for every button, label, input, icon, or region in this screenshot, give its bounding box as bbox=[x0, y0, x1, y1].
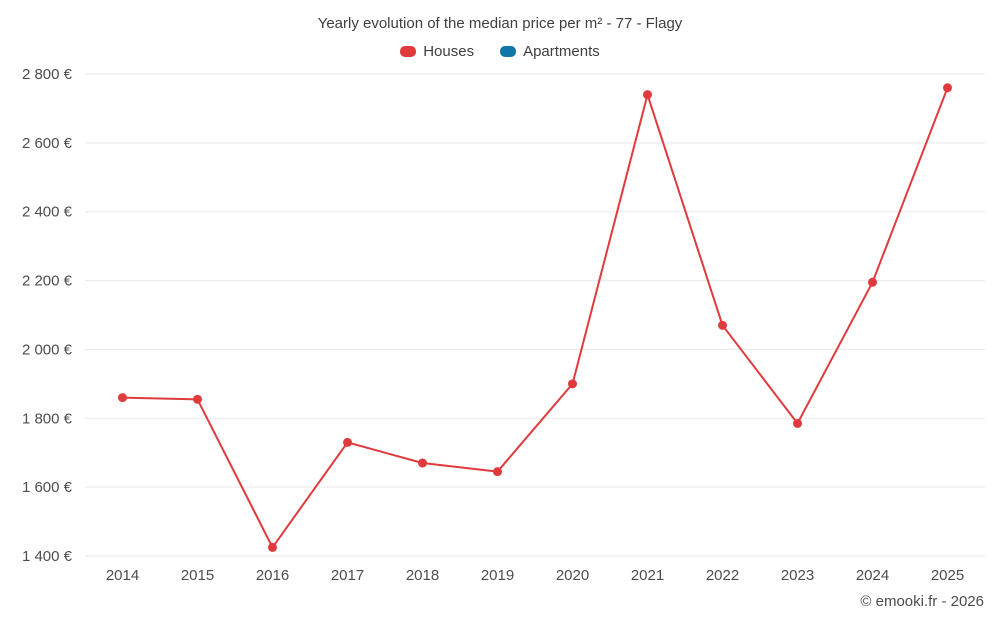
y-axis-tick-label: 1 400 € bbox=[22, 548, 73, 565]
x-axis-tick-label: 2021 bbox=[631, 567, 664, 584]
line-chart: 1 400 € 1 600 € 1 800 € 2 000 € 2 200 € 2 400… bbox=[22, 66, 985, 584]
legend-swatch-apartments-icon bbox=[500, 45, 517, 57]
houses-point-2023[interactable] bbox=[793, 418, 802, 428]
x-axis-tick-label: 2017 bbox=[331, 567, 364, 584]
x-axis-tick-label: 2016 bbox=[256, 567, 289, 584]
houses-point-2014[interactable] bbox=[118, 393, 127, 403]
y-axis-tick-label: 1 800 € bbox=[22, 410, 73, 427]
x-axis-tick-label: 2022 bbox=[706, 567, 739, 584]
houses-point-2019[interactable] bbox=[493, 467, 502, 477]
houses-point-2018[interactable] bbox=[418, 458, 427, 468]
houses-point-2020[interactable] bbox=[568, 379, 577, 389]
houses-point-2021[interactable] bbox=[643, 90, 652, 100]
x-axis-tick-label: 2014 bbox=[106, 567, 139, 584]
x-axis-tick-label: 2015 bbox=[181, 567, 214, 584]
legend-swatch-houses-icon bbox=[400, 45, 417, 57]
x-axis-tick-label: 2019 bbox=[481, 567, 514, 584]
chart-credit: © emooki.fr - 2026 bbox=[860, 593, 984, 610]
houses-line bbox=[122, 87, 949, 549]
chart-title: Yearly evolution of the median price per… bbox=[317, 15, 683, 32]
x-axis-tick-label: 2024 bbox=[856, 567, 889, 584]
y-axis-tick-label: 2 200 € bbox=[22, 273, 73, 290]
houses-point-2017[interactable] bbox=[343, 437, 352, 447]
houses-point-2024[interactable] bbox=[868, 277, 877, 287]
y-axis-tick-label: 2 600 € bbox=[22, 135, 73, 152]
legend-item-houses[interactable]: Houses bbox=[400, 43, 474, 60]
houses-point-2015[interactable] bbox=[193, 394, 202, 404]
legend-label-apartments: Apartments bbox=[523, 42, 600, 60]
x-axis-tick-label: 2023 bbox=[781, 567, 814, 584]
y-axis-tick-label: 2 800 € bbox=[22, 66, 73, 83]
y-axis-tick-label: 1 600 € bbox=[22, 479, 73, 496]
x-axis-tick-label: 2020 bbox=[556, 567, 589, 584]
legend-item-apartments[interactable]: Apartments bbox=[500, 43, 600, 60]
x-axis-tick-label: 2025 bbox=[931, 567, 964, 584]
legend-label-houses: Houses bbox=[423, 42, 475, 60]
y-axis-tick-label: 2 400 € bbox=[22, 204, 73, 221]
houses-point-2025[interactable] bbox=[943, 83, 952, 93]
chart-legend: Houses Apartments bbox=[0, 40, 1000, 62]
x-axis-tick-label: 2018 bbox=[406, 567, 439, 584]
houses-point-2016[interactable] bbox=[268, 542, 277, 552]
y-axis-tick-label: 2 000 € bbox=[22, 341, 73, 358]
houses-point-2022[interactable] bbox=[718, 320, 727, 330]
chart-container: Yearly evolution of the median price per… bbox=[0, 15, 1000, 610]
